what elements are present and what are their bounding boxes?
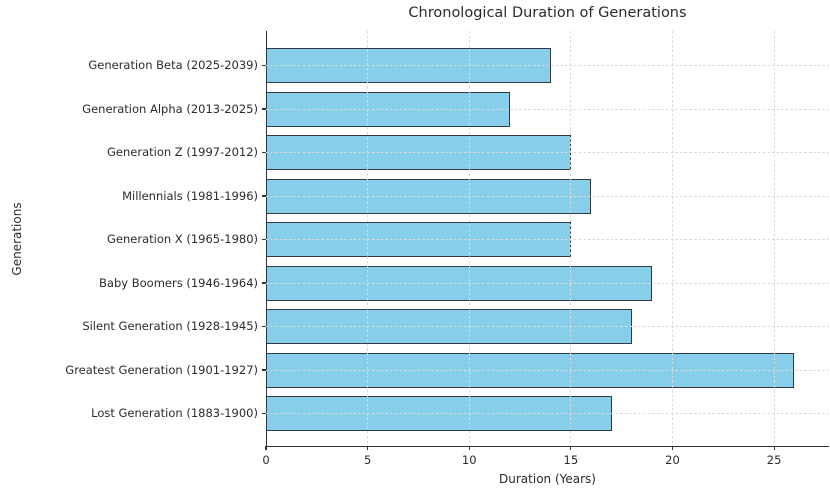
x-tick-mark — [671, 446, 674, 450]
bar-5 — [266, 265, 653, 301]
x-tick-mark — [265, 446, 267, 450]
x-tick-label: 20 — [665, 453, 680, 467]
y-tick-label: Generation Beta (2025-2039) — [88, 58, 258, 72]
bar-1 — [266, 91, 510, 127]
plot-area: Generation Beta (2025-2039) Generation Al… — [65, 31, 829, 467]
x-tick-label: 5 — [363, 453, 372, 467]
x-tick-label: 15 — [563, 453, 579, 467]
bar-4 — [266, 222, 571, 257]
y-tick-label: Generation X (1965-1980) — [107, 232, 258, 246]
y-tick-mark — [261, 238, 266, 241]
bar-6 — [266, 309, 632, 344]
y-tick-label: Lost Generation (1883-1900) — [91, 406, 258, 420]
chart-title: Chronological Duration of Generations — [408, 5, 687, 21]
bar-7 — [266, 352, 795, 388]
y-tick-mark — [261, 325, 266, 328]
bar-2 — [266, 135, 571, 170]
x-tick-mark — [367, 446, 369, 450]
x-tick-label: 25 — [766, 453, 782, 467]
y-tick-mark — [261, 195, 266, 197]
y-tick-mark — [261, 151, 266, 154]
x-tick-label: 0 — [262, 453, 270, 467]
y-tick-mark — [261, 108, 266, 110]
bar-8 — [266, 396, 612, 431]
y-tick-label: Greatest Generation (1901-1927) — [65, 362, 258, 377]
y-tick-mark — [261, 64, 266, 67]
y-tick-label: Silent Generation (1928-1945) — [82, 319, 258, 333]
y-tick-label: Generation Z (1997-2012) — [107, 145, 258, 159]
y-tick-mark — [261, 369, 266, 371]
bar-3 — [266, 178, 592, 214]
x-tick-mark — [468, 446, 470, 450]
y-tick-label: Generation Alpha (2013-2025) — [82, 101, 258, 116]
y-tick-label: Millennials (1981-1996) — [122, 188, 258, 203]
x-tick-mark — [570, 446, 572, 450]
x-tick-label: 10 — [461, 453, 477, 467]
y-tick-label: Baby Boomers (1946-1964) — [99, 275, 258, 290]
y-tick-mark — [261, 412, 266, 415]
y-tick-mark — [261, 282, 266, 284]
x-axis-label: Duration (Years) — [499, 472, 596, 486]
x-tick-mark — [773, 446, 775, 450]
y-axis-label: Generations — [10, 202, 24, 276]
bottom-spine — [266, 445, 829, 447]
bar-0 — [266, 48, 551, 83]
